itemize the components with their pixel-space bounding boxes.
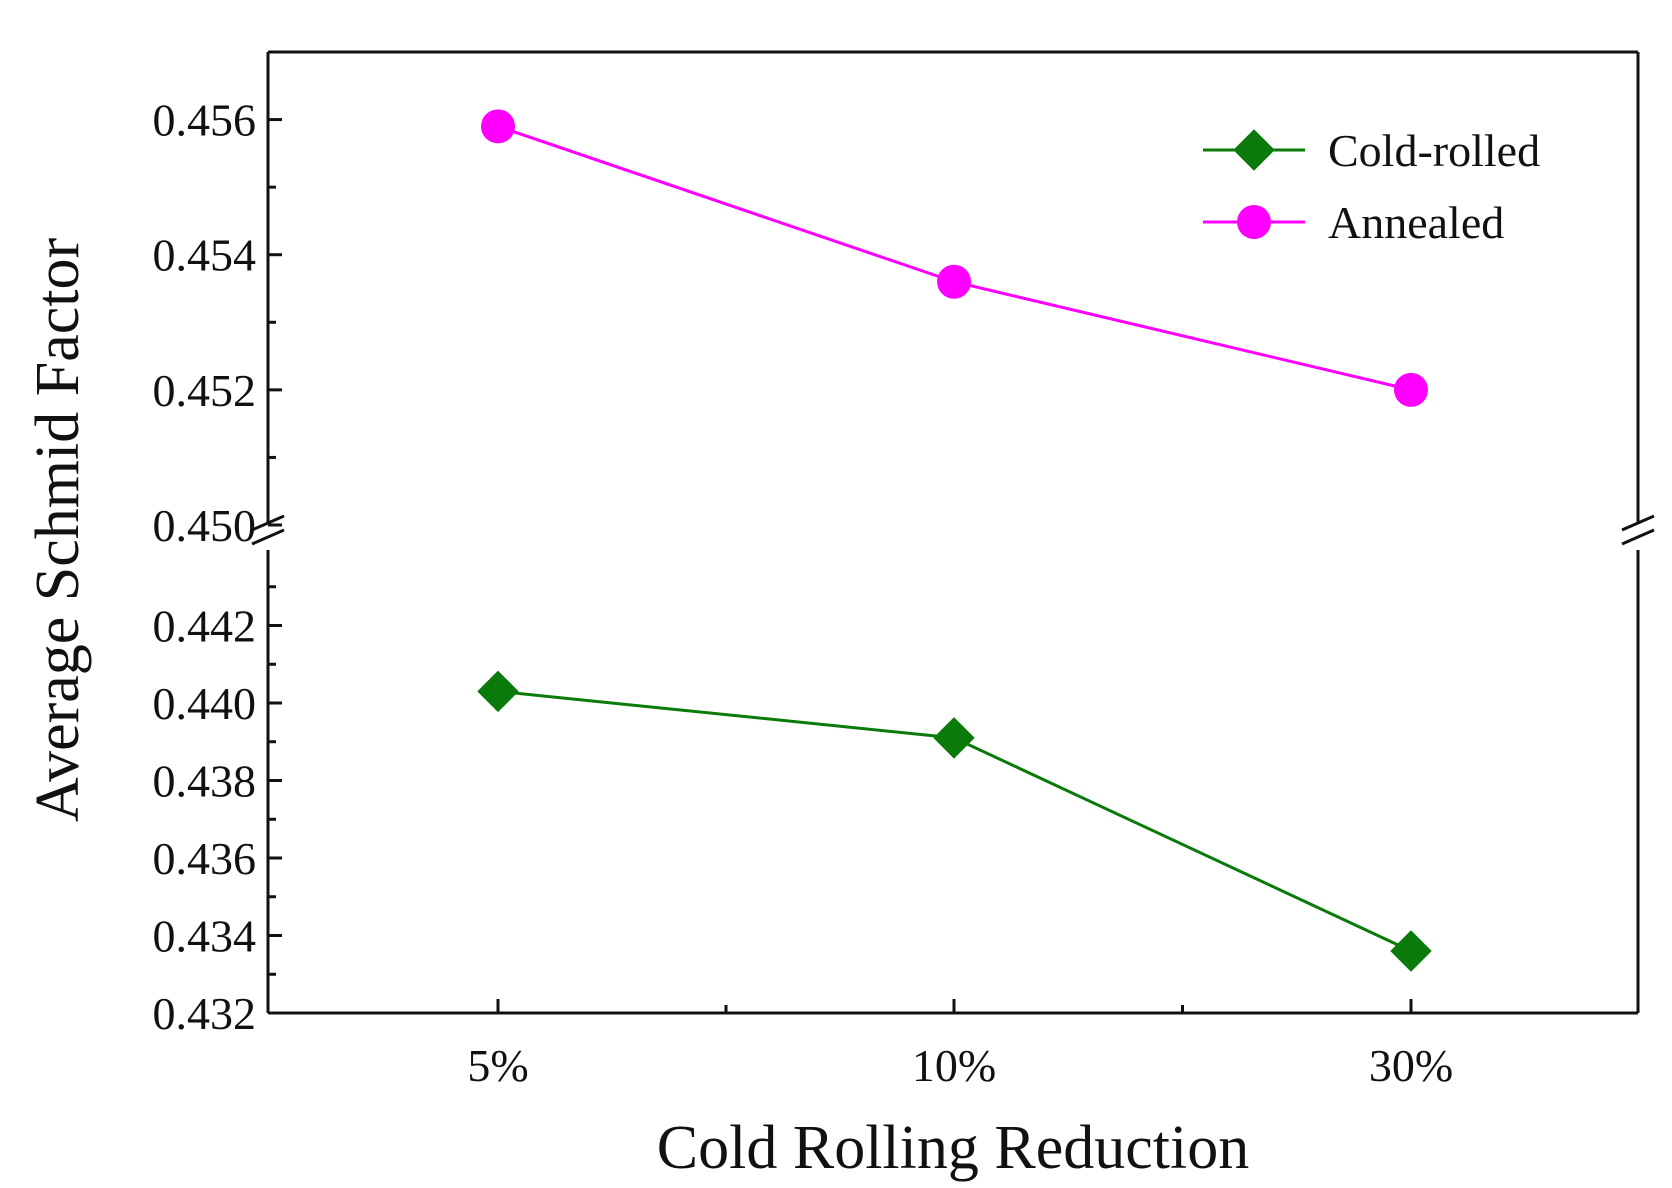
legend-label: Cold-rolled <box>1328 125 1540 176</box>
y-tick-label: 0.434 <box>153 911 257 962</box>
data-point <box>937 264 971 299</box>
y-axis-title: Average Schmid Factor <box>24 238 92 823</box>
left-break-mark <box>251 514 285 532</box>
x-tick-label: 30% <box>1369 1040 1453 1091</box>
y-tick-label: 0.456 <box>153 95 257 146</box>
data-point <box>933 717 975 759</box>
y-tick-label: 0.436 <box>153 833 257 884</box>
data-point <box>1390 930 1432 972</box>
data-point <box>1394 372 1428 407</box>
series-layer <box>477 109 1432 972</box>
x-tick-label: 10% <box>912 1040 996 1091</box>
y-tick-label: 0.452 <box>153 365 257 416</box>
legend-marker <box>1233 129 1275 171</box>
legend-label: Annealed <box>1328 197 1504 248</box>
tick-labels: 0.450 0.452 0.454 0.456 0.432 0.434 0.436 0.438… <box>153 95 1454 1091</box>
series-cold-rolled <box>477 670 1432 972</box>
left-break-mark <box>251 528 285 546</box>
legend-marker <box>1237 205 1271 239</box>
series-annealed <box>481 109 1428 407</box>
legend-item: Cold-rolled <box>1203 125 1540 176</box>
data-point <box>477 670 519 713</box>
y-tick-label: 0.440 <box>153 678 257 729</box>
right-break-mark <box>1621 514 1655 532</box>
y-tick-label: 0.432 <box>153 988 257 1039</box>
data-point <box>481 109 515 144</box>
y-tick-label: 0.442 <box>153 601 257 652</box>
y-tick-label: 0.450 <box>153 500 257 551</box>
x-tick-label: 5% <box>467 1040 528 1091</box>
y-tick-label: 0.438 <box>153 756 257 807</box>
x-axis-title: Cold Rolling Reduction <box>657 1114 1249 1182</box>
axis-ticks <box>268 118 1413 1015</box>
legend-item: Annealed <box>1203 197 1504 248</box>
right-break-mark <box>1621 528 1655 546</box>
legend: Cold-rolled Annealed <box>1203 125 1540 248</box>
series-line <box>497 124 1412 392</box>
y-tick-label: 0.454 <box>153 230 257 281</box>
